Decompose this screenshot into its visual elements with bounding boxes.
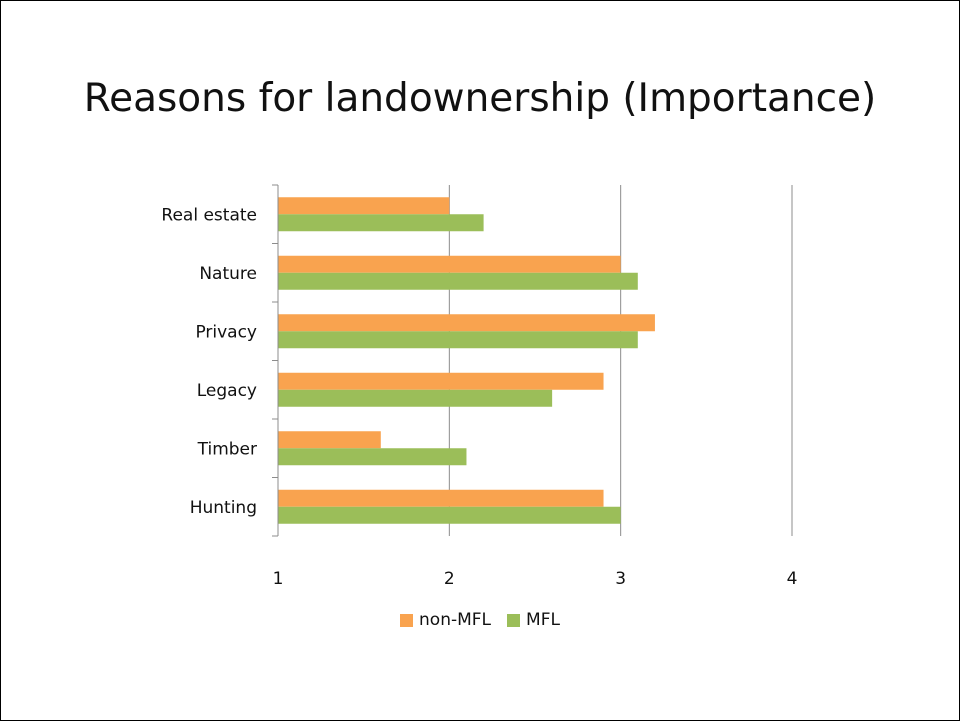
category-label: Nature (199, 264, 257, 284)
x-tick-label: 3 (615, 569, 626, 589)
category-label: Privacy (195, 322, 257, 342)
bar-mfl-real-estate (278, 214, 484, 232)
bar-mfl-timber (278, 448, 467, 466)
legend-label: MFL (526, 610, 560, 630)
chart-title: Reasons for landownership (Importance) (83, 76, 877, 121)
legend-label: non-MFL (419, 610, 492, 630)
x-tick-label: 2 (444, 569, 455, 589)
legend-swatch (400, 613, 414, 627)
bar-non-mfl-hunting (278, 489, 604, 507)
bar-mfl-hunting (278, 506, 621, 524)
category-label: Hunting (190, 498, 257, 518)
bar-mfl-nature (278, 272, 638, 290)
bar-non-mfl-timber (278, 431, 381, 449)
legend-swatch (507, 613, 521, 627)
category-label: Timber (197, 439, 257, 459)
category-label: Legacy (197, 381, 257, 401)
bar-non-mfl-nature (278, 255, 621, 273)
legend: non-MFL MFL (1, 610, 959, 630)
bar-mfl-privacy (278, 331, 638, 349)
bars (278, 197, 655, 524)
labels: 1 2 3 4 Real estate Nature Privacy Legacy Timber… (161, 205, 797, 589)
bar-mfl-legacy (278, 389, 553, 407)
y-axis (272, 184, 279, 537)
legend-item-non-mfl: non-MFL (400, 610, 491, 630)
x-tick-label: 4 (787, 569, 798, 589)
x-tick-label: 1 (273, 569, 284, 589)
legend-item-mfl: MFL (507, 610, 560, 630)
bar-non-mfl-legacy (278, 372, 604, 390)
bar-non-mfl-real-estate (278, 197, 450, 215)
bar-non-mfl-privacy (278, 314, 655, 332)
gridlines (448, 185, 793, 536)
category-label: Real estate (161, 205, 257, 225)
